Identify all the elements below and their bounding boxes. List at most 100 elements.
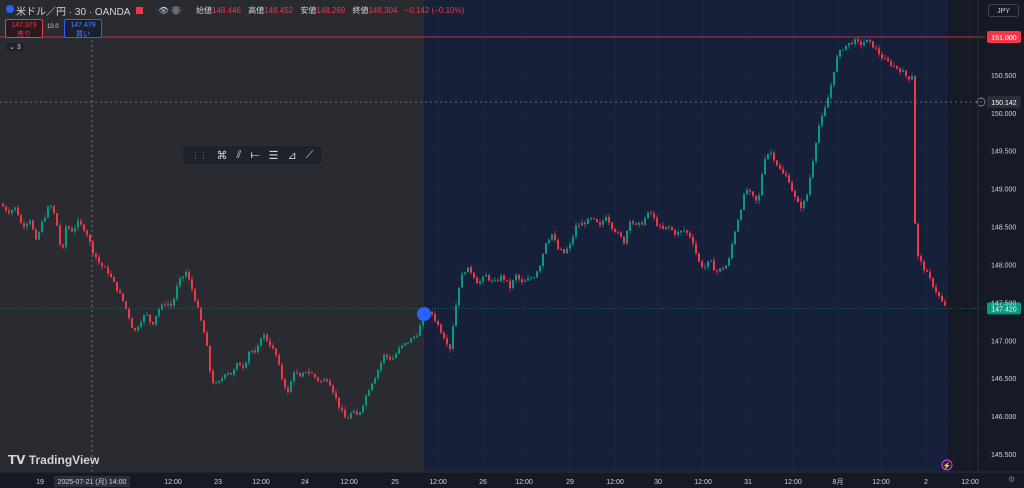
candle-body (77, 220, 79, 228)
candle-body (440, 324, 442, 333)
candle-body (836, 56, 838, 72)
candle-body (53, 205, 55, 214)
candle-body (722, 268, 724, 270)
candle-body (635, 223, 637, 225)
session-shade-right (424, 0, 948, 472)
candle-body (671, 227, 673, 231)
pattern-icon[interactable]: ⌘ (216, 149, 228, 162)
candle-body (431, 311, 433, 315)
symbol-flag-icon (6, 5, 14, 13)
candle-body (749, 190, 751, 192)
candle-body (47, 206, 49, 218)
candle-body (869, 39, 871, 42)
candle-body (707, 261, 709, 268)
candle-body (266, 334, 268, 341)
candle-body (830, 85, 832, 98)
candle-body (533, 277, 535, 279)
candle-body (317, 377, 319, 381)
buy-button[interactable]: 147.479 買い (64, 19, 102, 38)
candle-body (80, 220, 82, 225)
candle-body (56, 213, 58, 226)
candle-body (860, 41, 862, 46)
candle-body (374, 378, 376, 384)
x-tick-label: 26 (479, 479, 487, 486)
candle-body (41, 221, 43, 233)
candle-body (938, 292, 940, 297)
candle-body (728, 258, 730, 266)
symbol-title[interactable]: 米ドル／円 · 30 · OANDA (16, 6, 131, 18)
candle-body (35, 229, 37, 240)
candle-body (488, 275, 490, 281)
candle-body (494, 280, 496, 282)
candle-body (155, 315, 157, 325)
candle-body (524, 280, 526, 283)
replay-marker[interactable] (417, 307, 431, 321)
horizontal-ray-icon[interactable]: ⟝ (250, 148, 260, 161)
settings-icon[interactable]: ⚙ (1008, 475, 1015, 484)
candle-body (71, 228, 73, 232)
candle-body (890, 61, 892, 66)
y-tick-label: 148.000 (991, 262, 1016, 269)
candle-body (11, 209, 13, 213)
x-tick-label: 12:00 (961, 479, 979, 486)
candle-body (95, 253, 97, 258)
candle-body (506, 279, 508, 281)
sell-button[interactable]: 147.379 売り (5, 19, 43, 38)
x-tick-label: 25 (391, 479, 399, 486)
candle-body (308, 371, 310, 374)
candle-body (893, 65, 895, 67)
add-alert-icon[interactable] (976, 97, 986, 107)
candle-body (458, 287, 460, 306)
candle-body (719, 268, 721, 272)
candle-body (857, 39, 859, 42)
candle-body (278, 355, 280, 365)
candle-body (497, 280, 499, 282)
candle-body (467, 267, 469, 273)
candle-body (305, 371, 307, 373)
currency-selector[interactable]: JPY (988, 4, 1019, 17)
candle-body (122, 293, 124, 302)
candle-body (59, 225, 61, 245)
candle-body (206, 332, 208, 346)
candle-body (200, 307, 202, 321)
time-axis[interactable]: 19 12:00 23 12:00 24 12:00 25 12:00 26 12:00 29 12:… (36, 476, 979, 487)
x-tick-label: 12:00 (606, 479, 624, 486)
alert-icon[interactable] (941, 459, 953, 471)
candle-body (239, 363, 241, 366)
candle-body (917, 223, 919, 257)
candle-body (311, 373, 313, 375)
candle-body (674, 230, 676, 235)
candle-body (371, 383, 373, 391)
candle-body (623, 236, 625, 244)
candle-body (44, 217, 46, 222)
candle-body (902, 70, 904, 73)
y-tick-label: 150.000 (991, 111, 1016, 118)
drawing-toolbar: ⋮⋮ ⌘ ⫽ ⟝ ☰ ⊿ ⟋ (182, 145, 323, 165)
candle-body (365, 395, 367, 406)
candle-body (167, 303, 169, 306)
candle-body (482, 276, 484, 282)
drag-handle-icon[interactable]: ⋮⋮ (191, 150, 208, 160)
candle-body (632, 221, 634, 224)
candle-body (473, 272, 475, 278)
candle-body (692, 236, 694, 244)
visibility-eye-icon[interactable]: 👁 ⚙ (155, 5, 185, 15)
fib-icon[interactable]: ☰ (268, 149, 279, 162)
legend-bar: 米ドル／円 · 30 · OANDA 👁 ⚙ 始値148.446 高値148.4… (0, 0, 469, 20)
candle-body (293, 372, 295, 382)
price-axis[interactable]: 151.000 150.500 150.000 149.500 149.000 148.5… (991, 35, 1016, 459)
candle-body (653, 213, 655, 218)
projection-icon[interactable]: ⊿ (287, 149, 297, 162)
pitchfork-icon[interactable]: ⫽ (236, 148, 242, 161)
candle-body (758, 195, 760, 201)
candle-body (323, 379, 325, 382)
candle-body (755, 195, 757, 201)
candle-body (209, 345, 211, 372)
candle-body (809, 177, 811, 195)
x-tick-label: 29 (566, 479, 574, 486)
trend-line-icon[interactable]: ⟋ (305, 148, 314, 161)
candle-body (689, 232, 691, 237)
candle-body (182, 276, 184, 279)
indicator-collapse-toggle[interactable]: ⌄ 3 (6, 43, 24, 51)
